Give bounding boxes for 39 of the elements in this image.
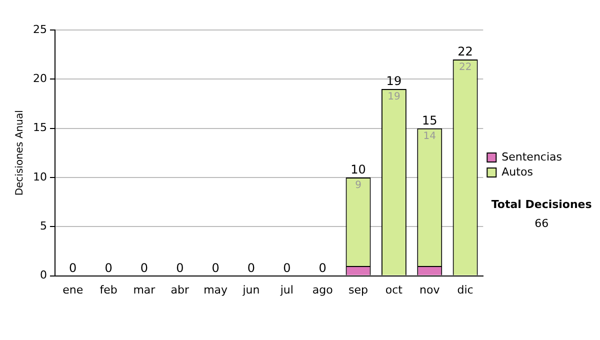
y-tick-label: 10 <box>32 170 47 184</box>
x-tick-label: sep <box>348 283 368 296</box>
y-tick-label: 20 <box>32 72 47 86</box>
total-label: 19 <box>386 74 402 88</box>
total-label: 0 <box>69 260 77 275</box>
x-tick-label: ene <box>62 283 84 296</box>
legend-label: Sentencias <box>502 150 562 164</box>
x-tick-label: jun <box>242 283 260 296</box>
text: Total Decisiones <box>491 198 592 211</box>
x-tick-label: oct <box>385 283 404 296</box>
x-tick-label: nov <box>420 283 440 296</box>
total-label: 0 <box>104 260 112 275</box>
x-tick-label: feb <box>100 283 118 296</box>
legend-label: Autos <box>502 165 534 178</box>
x-tick-label: abr <box>170 283 190 296</box>
y-tick-label: 25 <box>32 22 47 36</box>
data-label: 19 <box>388 92 400 103</box>
x-tick-label: jul <box>279 283 294 296</box>
y-tick-label: 0 <box>40 268 47 282</box>
data-label: 9 <box>355 180 362 192</box>
data-label: 14 <box>423 130 436 142</box>
x-tick-label: mar <box>133 283 156 296</box>
total-label: 0 <box>176 260 184 275</box>
total-label: 0 <box>247 260 256 275</box>
y-tick-label: 5 <box>40 220 47 232</box>
total-label: 0 <box>212 260 220 275</box>
total-label: 15 <box>422 113 438 128</box>
data-label: 22 <box>458 62 472 74</box>
x-tick-label: ago <box>312 283 334 296</box>
total-label: 0 <box>140 260 148 275</box>
x-tick-label: dic <box>457 283 474 296</box>
total-label: 22 <box>458 44 473 59</box>
total-label: 0 <box>283 260 291 275</box>
text: 66 <box>534 216 549 230</box>
total-label: 0 <box>318 260 326 275</box>
y-tick-label: 15 <box>32 121 47 134</box>
x-tick-label: may <box>204 283 228 296</box>
y-axis-title: Decisiones Anual <box>14 110 26 196</box>
total-label: 10 <box>350 162 366 177</box>
